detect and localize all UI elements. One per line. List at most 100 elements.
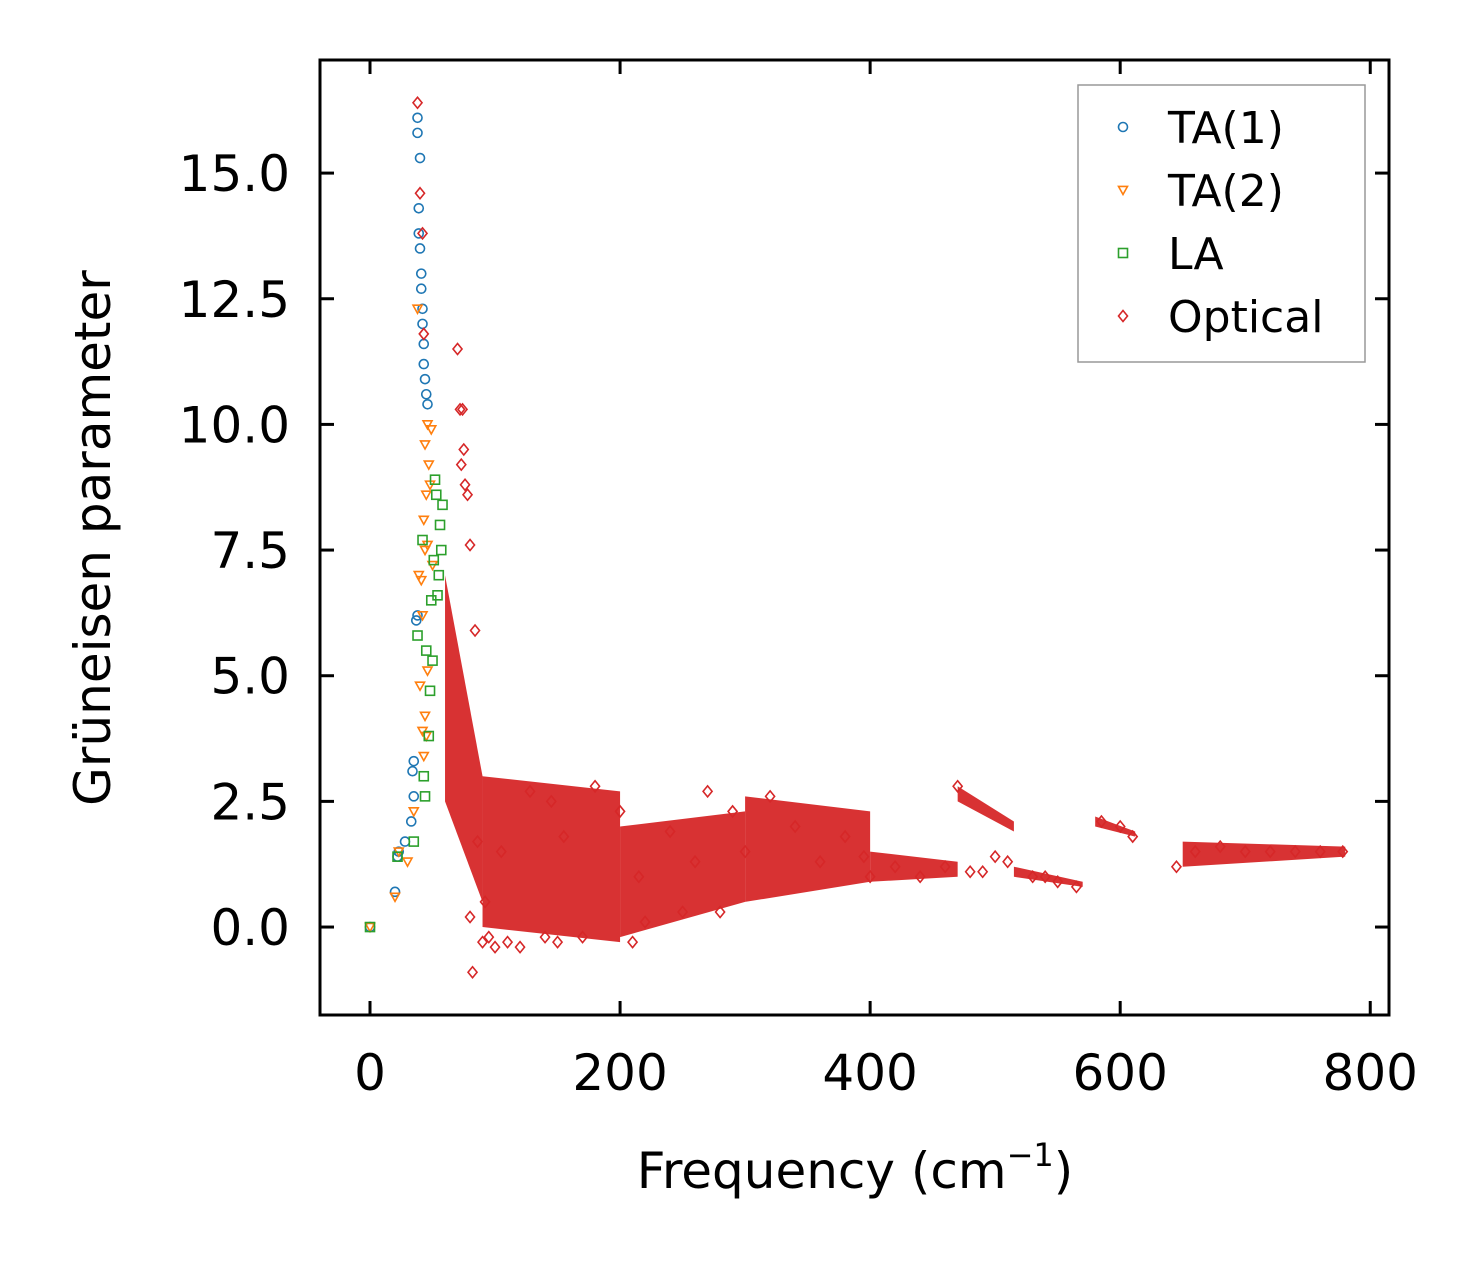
point-ta-2 (415, 575, 428, 587)
legend-marker-optical (1117, 309, 1129, 323)
point-la (434, 519, 446, 531)
point-ta-1 (420, 388, 432, 400)
point-optical (558, 829, 570, 844)
point-optical (639, 915, 651, 929)
point-optical (1127, 829, 1139, 844)
point-optical (489, 940, 501, 954)
point-ta-1 (389, 886, 401, 898)
optical-band-region (620, 811, 746, 938)
point-ta-2 (419, 440, 431, 451)
point-optical (414, 186, 426, 200)
point-ta-1 (413, 228, 425, 239)
point-ta-2 (419, 711, 431, 723)
point-ta-1 (408, 791, 420, 802)
point-optical (964, 864, 976, 879)
point-optical (858, 849, 870, 864)
point-ta-1 (412, 112, 423, 124)
point-optical (524, 784, 536, 799)
point-optical (1239, 844, 1251, 859)
point-la (408, 836, 420, 847)
point-optical (914, 870, 926, 884)
point-optical (454, 402, 466, 417)
optical-band-region (482, 776, 621, 943)
point-optical (764, 789, 776, 804)
point-optical (1264, 844, 1276, 859)
point-ta-1 (407, 765, 418, 777)
point-ta-1 (408, 755, 420, 767)
point-optical (939, 859, 951, 874)
point-optical (1337, 844, 1349, 859)
point-optical (864, 870, 876, 884)
point-ta-2 (389, 892, 401, 904)
point-la (418, 770, 430, 782)
point-optical (458, 442, 470, 457)
point-optical (814, 854, 826, 869)
point-optical (633, 870, 645, 884)
point-la (428, 554, 440, 566)
y-tick-label: 12.5 (179, 271, 290, 329)
point-optical (1052, 875, 1064, 889)
y-axis-title: Grüneisen parameter (64, 270, 122, 806)
point-ta-2 (411, 304, 424, 315)
point-la (429, 474, 441, 485)
point-ta-1 (417, 303, 428, 315)
legend: TA(1) TA(2) LA Optical (1077, 84, 1366, 363)
point-ta-1 (418, 358, 430, 370)
point-la (437, 499, 448, 511)
point-optical (1027, 870, 1039, 884)
point-optical (451, 342, 464, 356)
point-optical (552, 935, 564, 949)
point-optical (889, 859, 901, 874)
point-optical (664, 824, 676, 839)
point-ta-1 (417, 318, 428, 330)
x-axis-title: Frequency (cm−1) (637, 1136, 1074, 1200)
point-optical (1189, 844, 1201, 859)
point-optical (464, 910, 476, 924)
point-la (435, 544, 447, 556)
optical-band-region (870, 851, 958, 882)
point-ta-2 (426, 560, 439, 572)
point-ta-1 (414, 243, 426, 254)
x-tick-label: 800 (1323, 1044, 1418, 1102)
point-optical (1095, 814, 1107, 829)
optical-band-region (745, 796, 871, 902)
point-optical (839, 829, 851, 844)
x-tick-label: 0 (354, 1044, 386, 1102)
x-axis-title-superscript: −1 (1007, 1136, 1054, 1174)
optical-band-region (445, 575, 483, 902)
legend-marker-la (1117, 247, 1129, 259)
point-optical (469, 623, 481, 638)
y-tick-label: 15.0 (179, 145, 290, 203)
legend-marker-ta-1 (1117, 121, 1129, 133)
point-optical (514, 940, 526, 954)
y-tick-label: 5.0 (210, 648, 290, 706)
point-optical (467, 965, 479, 980)
x-axis-title-main: Frequency (cm (637, 1142, 1007, 1200)
optical-dense-cloud (445, 575, 1346, 943)
point-ta-2 (416, 611, 429, 622)
point-optical (1214, 839, 1226, 854)
point-la (420, 645, 432, 656)
point-optical (577, 930, 589, 944)
point-la (427, 655, 438, 666)
optical-band-region (1013, 866, 1083, 887)
point-ta-2 (422, 460, 435, 471)
y-tick-label: 7.5 (210, 522, 290, 580)
point-optical (477, 935, 489, 949)
point-optical (789, 819, 801, 834)
legend-label-la: LA (1168, 229, 1224, 280)
point-ta-1 (412, 127, 423, 139)
point-optical (539, 930, 551, 944)
point-optical (464, 538, 476, 552)
legend-label-optical: Optical (1168, 292, 1323, 343)
point-ta-2 (401, 857, 414, 868)
point-optical (1039, 870, 1051, 884)
point-optical (952, 779, 964, 794)
point-ta-1 (410, 615, 422, 626)
y-tick-label: 2.5 (210, 773, 290, 831)
point-ta-2 (421, 420, 434, 431)
point-optical (739, 844, 751, 859)
point-ta-2 (407, 807, 420, 818)
optical-band-region (957, 786, 1014, 832)
